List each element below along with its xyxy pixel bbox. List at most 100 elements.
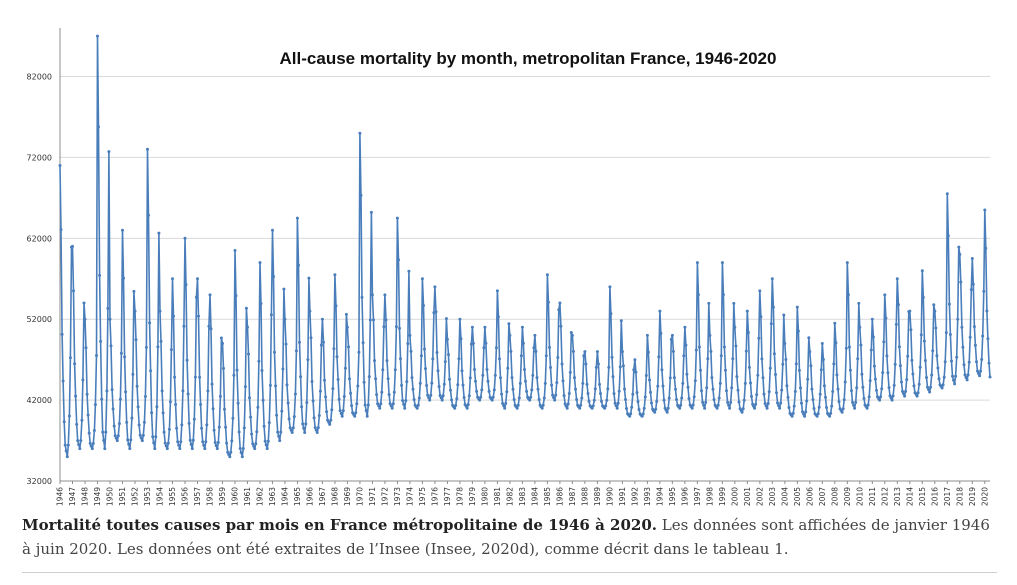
data-point: [185, 358, 189, 362]
data-point: [356, 384, 360, 388]
data-point: [846, 293, 850, 297]
data-point: [824, 395, 827, 399]
data-point: [461, 383, 465, 387]
data-point: [331, 387, 335, 391]
x-tick-label: 1986: [555, 487, 564, 506]
data-point: [363, 403, 367, 407]
x-tick-label: 1955: [168, 487, 177, 506]
data-point: [412, 398, 416, 401]
data-point: [616, 401, 620, 405]
data-point: [510, 376, 514, 380]
data-point: [411, 387, 415, 391]
data-point: [500, 392, 504, 396]
data-point: [258, 261, 262, 265]
data-point: [562, 394, 566, 398]
data-point: [961, 345, 965, 349]
data-point: [431, 357, 435, 361]
data-point: [269, 313, 273, 317]
data-point: [232, 373, 236, 377]
data-point: [498, 357, 501, 361]
data-point: [154, 435, 158, 439]
x-tick-label: 1948: [80, 487, 89, 506]
data-point: [797, 368, 801, 372]
data-point: [947, 302, 951, 306]
data-point: [309, 336, 313, 340]
data-point: [495, 289, 499, 293]
x-tick-label: 1947: [68, 487, 77, 506]
data-point: [508, 333, 512, 337]
data-point: [209, 327, 213, 331]
data-point: [758, 289, 762, 293]
data-point: [894, 322, 898, 326]
data-point: [582, 354, 586, 358]
data-point: [553, 398, 557, 402]
data-point: [138, 433, 142, 437]
data-point: [436, 369, 440, 373]
data-point: [712, 398, 716, 401]
x-tick-label: 1962: [255, 487, 264, 506]
data-point: [658, 309, 662, 313]
data-point: [865, 406, 869, 410]
y-tick-label: 32000: [27, 477, 52, 486]
data-point: [113, 434, 117, 438]
data-point: [504, 402, 508, 405]
data-point: [193, 375, 197, 379]
data-point: [380, 390, 384, 394]
data-point: [682, 354, 686, 358]
data-point: [417, 396, 421, 400]
x-tick-label: 1988: [580, 487, 589, 506]
data-point: [703, 406, 707, 410]
data-point: [261, 398, 265, 402]
data-point: [653, 410, 657, 414]
data-point: [848, 368, 852, 372]
data-point: [419, 354, 423, 358]
data-point: [175, 426, 179, 430]
data-point: [114, 436, 118, 440]
data-point: [654, 407, 658, 411]
data-point: [619, 319, 623, 323]
data-point: [608, 285, 612, 289]
data-point: [649, 390, 652, 394]
data-point: [715, 406, 719, 410]
data-point: [749, 381, 752, 385]
data-point: [718, 381, 722, 385]
data-point: [97, 125, 100, 129]
data-point: [190, 447, 194, 451]
data-point: [883, 293, 887, 297]
data-point: [944, 331, 948, 335]
data-point: [730, 386, 734, 390]
x-tick-label: 2017: [943, 487, 952, 506]
data-point: [443, 360, 447, 364]
data-point: [624, 398, 627, 401]
data-point: [299, 375, 303, 379]
data-point: [621, 364, 625, 368]
data-point: [191, 438, 195, 442]
data-point: [382, 325, 386, 329]
data-point: [450, 398, 454, 402]
data-point: [631, 392, 635, 396]
data-point: [625, 407, 628, 410]
data-point: [916, 391, 920, 395]
data-point: [656, 384, 660, 388]
data-point: [821, 358, 825, 361]
data-point: [377, 404, 381, 408]
data-point: [456, 383, 460, 387]
x-tick-label: 1953: [143, 487, 152, 506]
data-point: [909, 328, 913, 332]
data-point: [549, 366, 552, 369]
data-point: [896, 303, 900, 307]
data-point: [353, 414, 357, 418]
data-point: [592, 398, 596, 402]
data-point: [177, 443, 181, 447]
data-point: [555, 381, 559, 385]
data-point: [416, 403, 420, 407]
x-tick-label: 1995: [668, 487, 677, 506]
data-point: [375, 393, 379, 397]
data-point: [531, 373, 535, 377]
data-point: [231, 416, 235, 420]
data-point: [537, 398, 541, 401]
data-point: [291, 426, 295, 430]
data-point: [293, 392, 297, 396]
data-point: [355, 402, 359, 406]
data-point: [943, 360, 947, 364]
